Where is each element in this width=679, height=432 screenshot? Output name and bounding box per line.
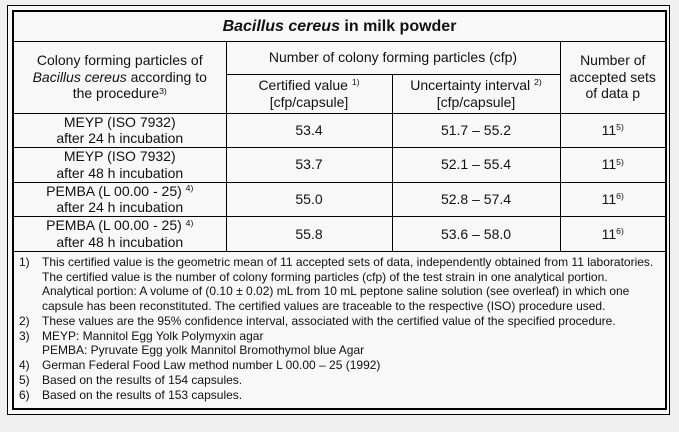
table-row-meyp-24h: MEYP (ISO 7932) after 24 h incubation 53… — [12, 112, 667, 149]
accepted-sets-cell: 115) — [559, 147, 667, 183]
accepted-sets-footnote-ref: 6) — [616, 191, 624, 202]
footnote-text: These values are the 95% confidence inte… — [42, 314, 659, 329]
header-accepted-sets: Number of accepted sets of data p — [559, 40, 667, 114]
accepted-sets-value: 11 — [601, 156, 617, 173]
header-certified-unit: [cfp/capsule] — [269, 93, 349, 110]
certified-value-cell: 53.7 — [225, 147, 393, 183]
certified-value-cell: 55.8 — [225, 216, 393, 252]
footnote-number: 1) — [19, 254, 30, 269]
header-row-sub: Certified value 1) [cfp/capsule] Uncerta… — [13, 73, 666, 114]
footnote-paragraph: Based on the results of 154 capsules. — [42, 372, 243, 387]
table-row-pemba-24h: PEMBA (L 00.00 - 25) 4) after 24 h incub… — [12, 181, 667, 218]
footnote-text: Based on the results of 153 capsules. — [42, 388, 659, 403]
footnotes-section: 1) This certified value is the geometric… — [12, 250, 667, 410]
header-procedure-species: Bacillus cereus — [32, 68, 127, 85]
accepted-sets-footnote-ref: 6) — [616, 225, 624, 236]
procedure-method-line: MEYP (ISO 7932) — [17, 114, 223, 131]
title-species: Bacillus cereus — [222, 17, 340, 35]
header-procedure: Colony forming particles of Bacillus cer… — [12, 40, 227, 114]
accepted-sets-footnote-ref: 5) — [616, 122, 624, 133]
procedure-method: PEMBA (L 00.00 - 25) — [46, 217, 186, 234]
procedure-cell: PEMBA (L 00.00 - 25) 4) after 24 h incub… — [12, 181, 227, 218]
procedure-method-line: PEMBA (L 00.00 - 25) 4) — [17, 217, 223, 234]
procedure-footnote-ref: 4) — [185, 182, 194, 193]
procedure-method: PEMBA (L 00.00 - 25) — [46, 182, 186, 199]
header-uncertainty-interval: Uncertainty interval 2) [cfp/capsule] — [391, 73, 561, 114]
header-certified-footnote-ref: 1) — [351, 76, 360, 87]
header-cfp-group: Number of colony forming particles (cfp) — [225, 40, 561, 75]
header-procedure-line3-text: the procedure — [72, 85, 160, 102]
document-frame: Bacillus cereus in milk powder Colony fo… — [7, 5, 670, 416]
uncertainty-interval-cell: 52.8 – 57.4 — [391, 181, 561, 218]
accepted-sets-cell: 115) — [559, 112, 667, 149]
accepted-sets-value: 11 — [601, 225, 617, 242]
footnote-number: 3) — [19, 328, 30, 343]
footnote-paragraph: Based on the results of 153 capsules. — [42, 387, 243, 402]
header-procedure-line2: Bacillus cereus according to — [17, 69, 223, 86]
procedure-footnote-ref: 4) — [185, 217, 194, 228]
footnote-4: 4) German Federal Food Law method number… — [19, 358, 659, 373]
procedure-incubation: after 48 h incubation — [56, 234, 184, 251]
title-suffix: in milk powder — [339, 17, 457, 35]
header-uncertainty-label-line: Uncertainty interval 2) — [396, 77, 557, 94]
procedure-method-line: MEYP (ISO 7932) — [17, 148, 223, 165]
footnote-number: 4) — [19, 358, 30, 373]
footnote-paragraph: PEMBA: Pyruvate Egg yolk Mannitol Bromot… — [42, 343, 365, 358]
header-procedure-line3: the procedure3) — [17, 85, 223, 102]
header-row-group: Colony forming particles of Bacillus cer… — [12, 40, 667, 114]
footnote-3: 3) MEYP: Mannitol Egg Yolk Polymyxin aga… — [19, 329, 659, 359]
footnote-paragraph: German Federal Food Law method number L … — [42, 358, 381, 373]
footnote-paragraph: MEYP: Mannitol Egg Yolk Polymyxin agar — [42, 328, 264, 343]
procedure-cell: PEMBA (L 00.00 - 25) 4) after 48 h incub… — [12, 216, 227, 252]
footnote-6: 6) Based on the results of 153 capsules. — [19, 388, 659, 403]
uncertainty-interval-cell: 53.6 – 58.0 — [391, 216, 561, 252]
accepted-sets-footnote-ref: 5) — [616, 156, 624, 167]
header-certified-label-line: Certified value 1) — [230, 77, 389, 94]
table-row-pemba-48h: PEMBA (L 00.00 - 25) 4) after 48 h incub… — [12, 216, 667, 252]
header-certified-value: Certified value 1) [cfp/capsule] — [225, 73, 393, 114]
header-certified-label: Certified value — [258, 76, 352, 93]
table-title: Bacillus cereus in milk powder — [12, 10, 667, 42]
footnote-number: 5) — [19, 372, 30, 387]
accepted-sets-cell: 116) — [559, 216, 667, 252]
header-uncertainty-label: Uncertainty interval — [410, 76, 534, 93]
table-row-meyp-48h: MEYP (ISO 7932) after 48 h incubation 53… — [12, 147, 667, 183]
procedure-method-line: PEMBA (L 00.00 - 25) 4) — [17, 183, 223, 200]
title-row: Bacillus cereus in milk powder — [12, 10, 667, 42]
procedure-cell: MEYP (ISO 7932) after 24 h incubation — [12, 112, 227, 149]
header-procedure-footnote-ref: 3) — [159, 85, 167, 96]
procedure-method: MEYP (ISO 7932) — [63, 113, 176, 130]
header-procedure-line1: Colony forming particles of — [36, 51, 203, 68]
header-uncertainty-unit: [cfp/capsule] — [436, 93, 516, 110]
header-procedure-line2-rest: according to — [126, 68, 207, 85]
procedure-incubation: after 24 h incubation — [56, 199, 184, 216]
procedure-incubation: after 48 h incubation — [56, 164, 184, 181]
certified-value-cell: 55.0 — [225, 181, 393, 218]
certified-value-cell: 53.4 — [225, 112, 393, 149]
procedure-incubation: after 24 h incubation — [56, 130, 184, 147]
footnote-text: German Federal Food Law method number L … — [42, 358, 659, 373]
footnote-text: Based on the results of 154 capsules. — [42, 373, 659, 388]
footnote-number: 6) — [19, 387, 30, 402]
accepted-sets-value: 11 — [601, 191, 617, 208]
footnote-1: 1) This certified value is the geometric… — [19, 255, 659, 314]
footnotes-row: 1) This certified value is the geometric… — [12, 250, 667, 410]
footnote-paragraph: This certified value is the geometric me… — [42, 254, 654, 284]
footnote-number: 2) — [19, 313, 30, 328]
procedure-cell: MEYP (ISO 7932) after 48 h incubation — [12, 147, 227, 183]
footnote-paragraph: Analytical portion: A volume of (0.10 ± … — [42, 284, 630, 314]
certificate-table: Bacillus cereus in milk powder Colony fo… — [12, 10, 667, 411]
footnote-text: MEYP: Mannitol Egg Yolk Polymyxin agar P… — [42, 329, 659, 359]
footnote-paragraph: These values are the 95% confidence inte… — [42, 313, 616, 328]
accepted-sets-value: 11 — [601, 121, 617, 138]
uncertainty-interval-cell: 51.7 – 55.2 — [391, 112, 561, 149]
footnote-2: 2) These values are the 95% confidence i… — [19, 314, 659, 329]
uncertainty-interval-cell: 52.1 – 55.4 — [391, 147, 561, 183]
footnote-5: 5) Based on the results of 154 capsules. — [19, 373, 659, 388]
accepted-sets-cell: 116) — [559, 181, 667, 218]
procedure-method: MEYP (ISO 7932) — [63, 148, 176, 165]
footnote-text: This certified value is the geometric me… — [42, 255, 659, 314]
header-uncertainty-footnote-ref: 2) — [534, 76, 542, 87]
